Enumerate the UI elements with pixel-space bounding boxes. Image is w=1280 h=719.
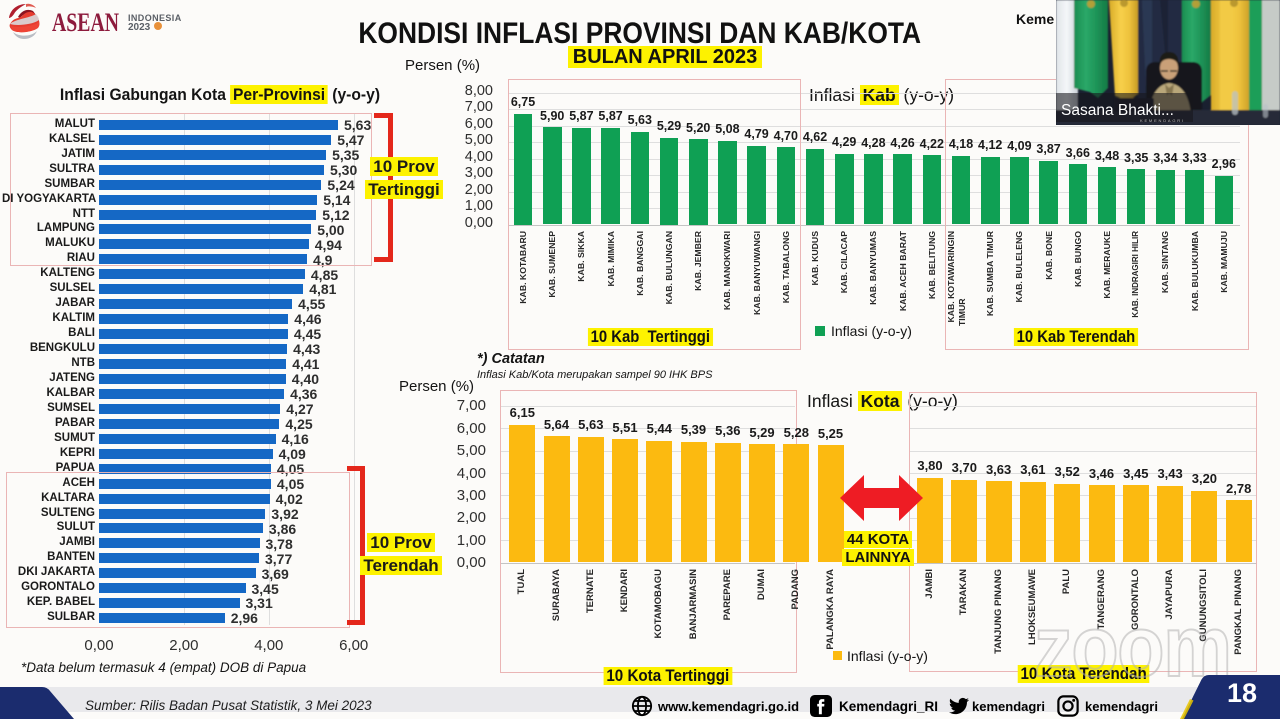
svg-text:KEMENDAGRI: KEMENDAGRI bbox=[1140, 118, 1185, 123]
svg-text:Sasana Bhakti...: Sasana Bhakti... bbox=[1061, 102, 1174, 119]
